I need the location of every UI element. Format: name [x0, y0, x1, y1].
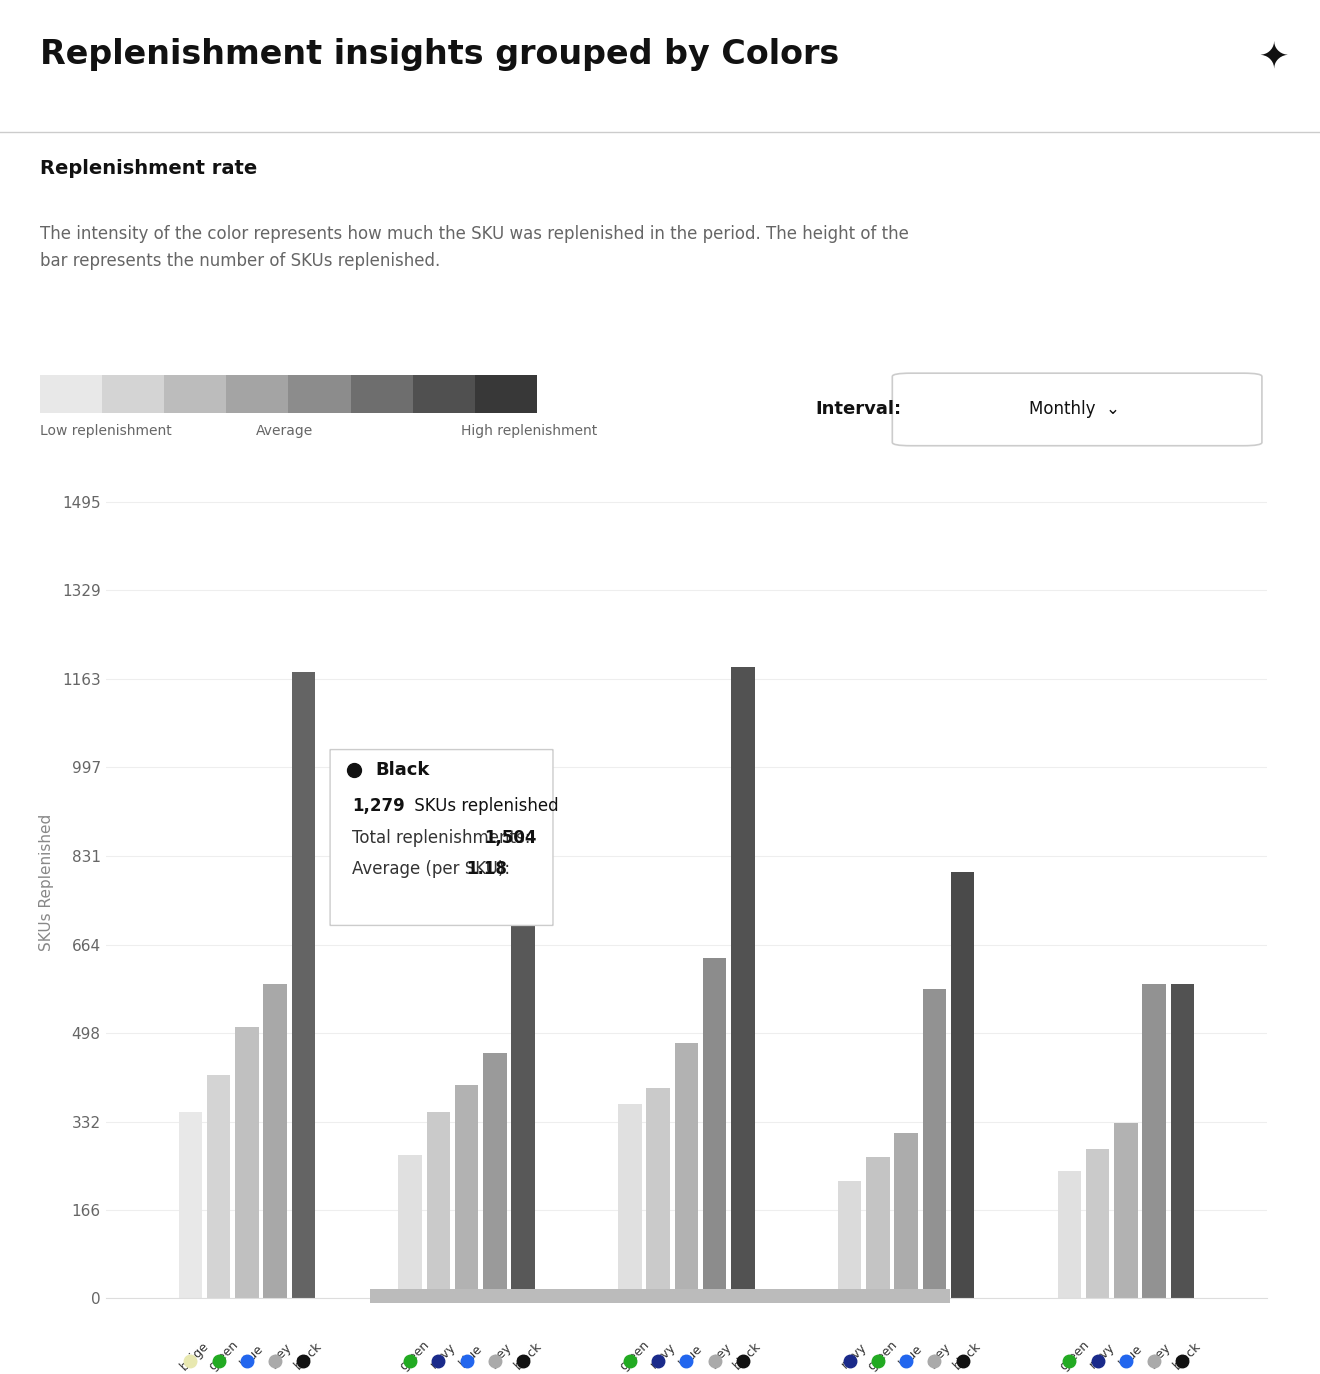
Text: black: black	[1171, 1340, 1204, 1373]
Text: 1,504: 1,504	[484, 829, 536, 846]
Bar	[426, 1112, 450, 1298]
Bar	[1142, 984, 1166, 1298]
Text: green: green	[1056, 1338, 1092, 1373]
Text: Total replenishments:: Total replenishments:	[352, 829, 536, 846]
Text: grey: grey	[1144, 1341, 1173, 1370]
Bar	[413, 375, 475, 412]
Bar	[178, 1112, 202, 1298]
Text: Low replenishment: Low replenishment	[40, 423, 172, 438]
Text: green: green	[616, 1338, 652, 1373]
Bar	[731, 666, 755, 1298]
Text: Average (per SKU):: Average (per SKU):	[352, 860, 515, 878]
Bar	[235, 1026, 259, 1298]
Text: Interval:: Interval:	[816, 400, 902, 419]
Bar	[1171, 984, 1195, 1298]
Text: Monthly  ⌄: Monthly ⌄	[1030, 400, 1121, 419]
Bar	[923, 989, 946, 1298]
Text: green: green	[397, 1338, 432, 1373]
Text: 1.18: 1.18	[467, 860, 507, 878]
Bar	[1114, 1123, 1138, 1298]
Text: green: green	[865, 1338, 900, 1373]
FancyBboxPatch shape	[282, 1286, 1038, 1305]
Bar	[292, 672, 315, 1298]
Bar	[675, 1043, 698, 1298]
Text: grey: grey	[924, 1341, 953, 1370]
Text: Replenishment rate: Replenishment rate	[40, 159, 257, 179]
Text: The intensity of the color represents how much the SKU was replenished in the pe: The intensity of the color represents ho…	[40, 225, 908, 269]
Text: black: black	[731, 1340, 764, 1373]
Bar	[950, 872, 974, 1298]
Bar	[618, 1103, 642, 1298]
Bar	[511, 842, 535, 1298]
Bar	[455, 1085, 478, 1298]
Bar	[40, 375, 102, 412]
Text: Black: Black	[376, 761, 430, 779]
Text: navy: navy	[428, 1341, 458, 1371]
Bar	[207, 1074, 231, 1298]
Text: black: black	[950, 1340, 983, 1373]
Bar	[647, 1088, 671, 1298]
Text: navy: navy	[840, 1341, 870, 1371]
Bar	[102, 375, 164, 412]
Bar	[702, 959, 726, 1298]
Text: blue: blue	[238, 1341, 265, 1370]
Text: navy: navy	[1086, 1341, 1118, 1371]
Text: black: black	[292, 1340, 325, 1373]
Bar	[475, 375, 537, 412]
Bar	[264, 984, 286, 1298]
Text: beige: beige	[178, 1338, 213, 1373]
Text: ✦: ✦	[1259, 41, 1288, 74]
Text: blue: blue	[457, 1341, 486, 1370]
Bar	[838, 1182, 862, 1298]
Text: Average: Average	[256, 423, 313, 438]
Text: blue: blue	[896, 1341, 925, 1370]
Bar	[895, 1134, 917, 1298]
Text: High replenishment: High replenishment	[462, 423, 598, 438]
Bar	[399, 1154, 422, 1298]
Text: Replenishment insights grouped by Colors: Replenishment insights grouped by Colors	[40, 38, 838, 71]
Bar	[866, 1157, 890, 1298]
FancyBboxPatch shape	[892, 374, 1262, 445]
Bar	[351, 375, 413, 412]
Text: blue: blue	[1117, 1341, 1144, 1370]
Y-axis label: SKUs Replenished: SKUs Replenished	[38, 815, 54, 951]
FancyBboxPatch shape	[330, 750, 553, 926]
Bar	[288, 375, 351, 412]
Text: green: green	[206, 1338, 240, 1373]
Text: navy: navy	[647, 1341, 678, 1371]
Text: black: black	[511, 1340, 544, 1373]
Text: 1,279: 1,279	[352, 797, 405, 815]
Bar	[164, 375, 226, 412]
Bar	[1057, 1171, 1081, 1298]
Bar	[226, 375, 288, 412]
Bar	[483, 1054, 507, 1298]
Text: grey: grey	[484, 1341, 513, 1370]
Text: grey: grey	[265, 1341, 294, 1370]
Text: blue: blue	[677, 1341, 705, 1370]
Text: grey: grey	[705, 1341, 734, 1370]
Text: SKUs replenished: SKUs replenished	[409, 797, 558, 815]
Bar	[1086, 1149, 1109, 1298]
